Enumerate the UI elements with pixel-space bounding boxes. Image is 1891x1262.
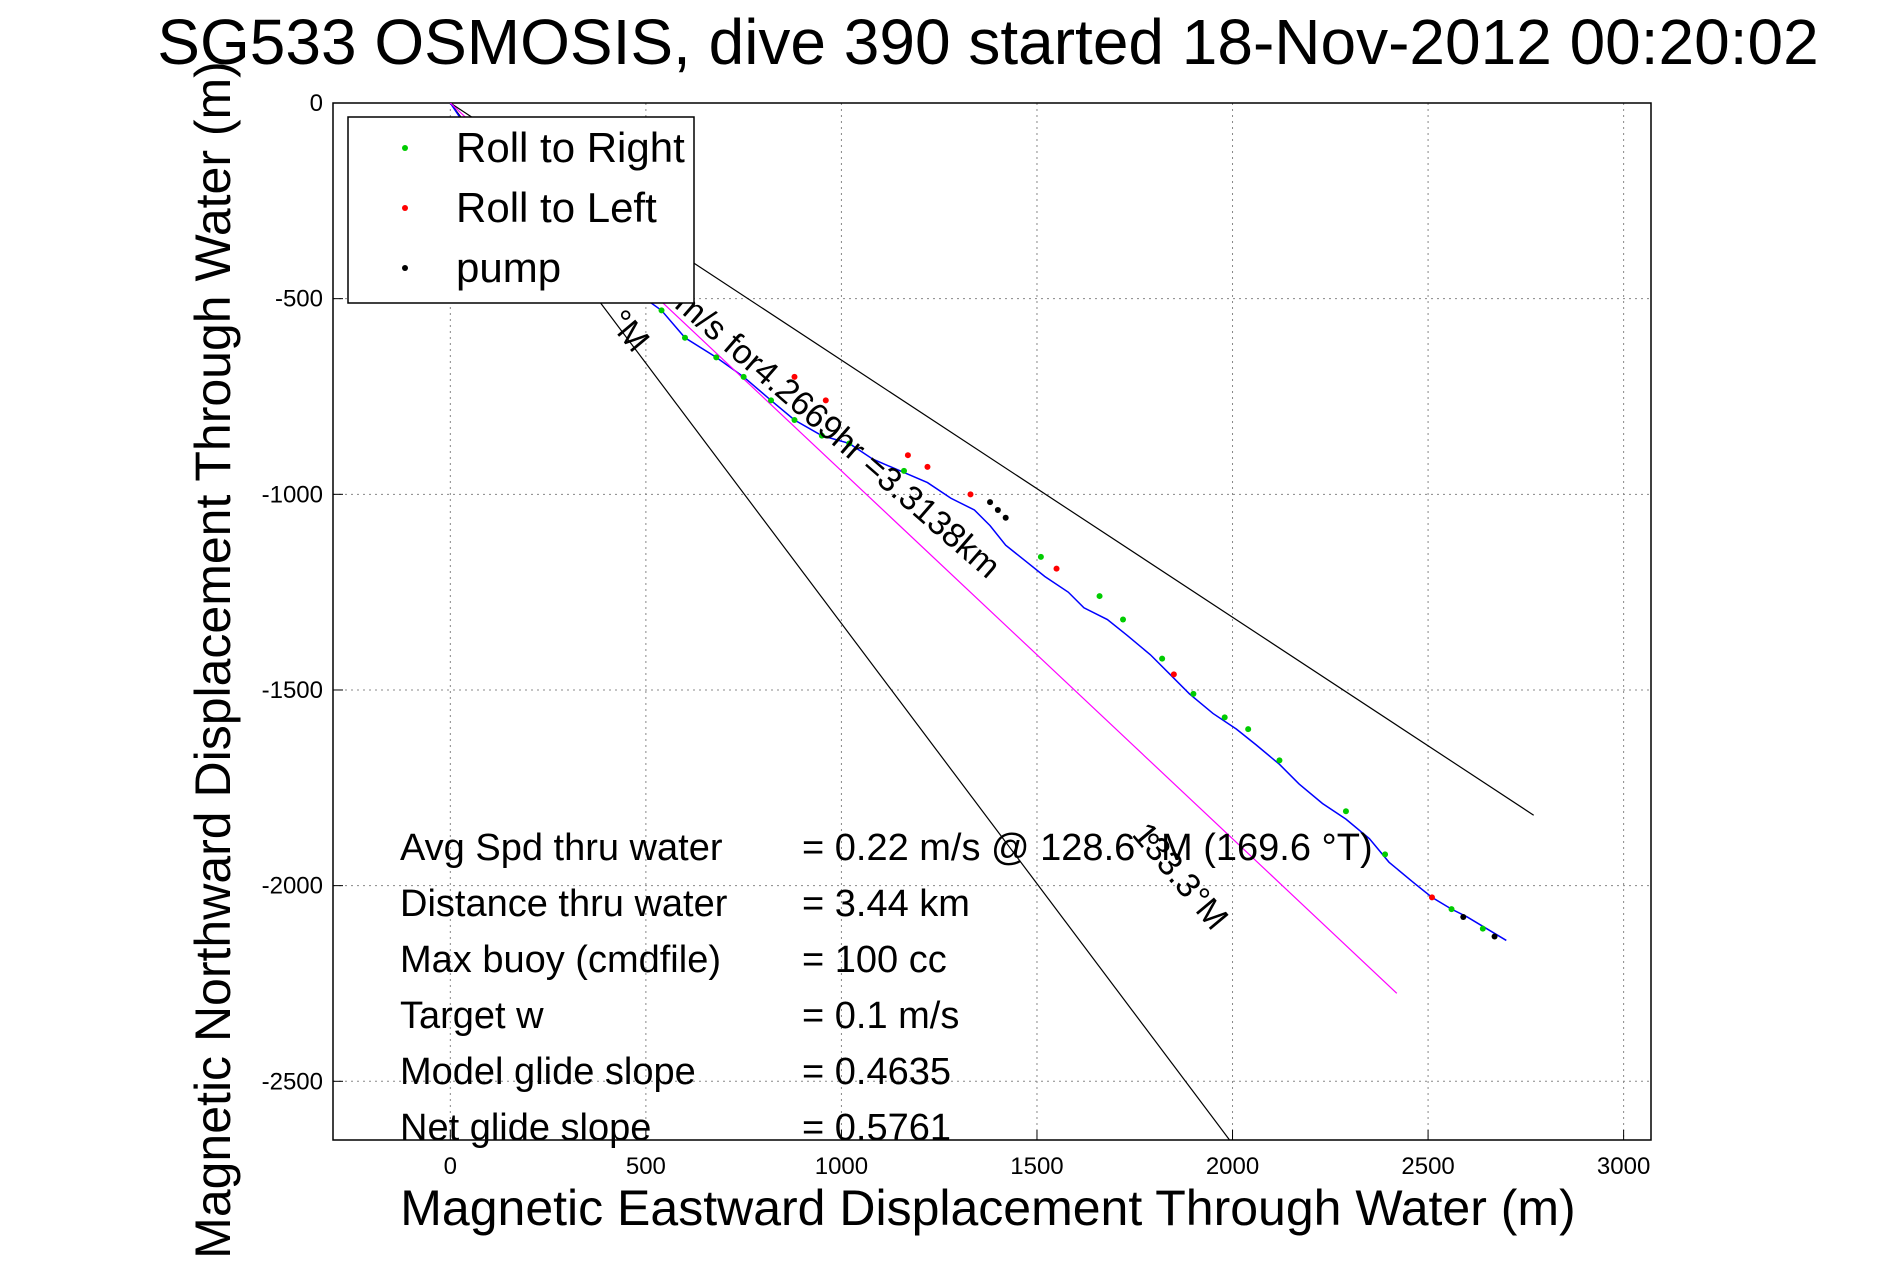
roll-to-right-point	[1037, 553, 1044, 560]
roll-to-left-point	[904, 452, 911, 459]
roll-to-right-point	[901, 467, 908, 474]
roll-to-right-point	[681, 334, 688, 341]
stat-value: = 0.1 m/s	[802, 995, 959, 1037]
stat-value: = 0.5761	[802, 1107, 951, 1149]
legend-entries: Roll to Right Roll to Left pump	[402, 124, 685, 291]
roll-to-right-point	[1096, 593, 1103, 600]
x-axis-label: Magnetic Eastward Displacement Through W…	[400, 1180, 1575, 1236]
stat-label: Target w	[400, 995, 544, 1037]
roll-to-left-point	[924, 463, 931, 470]
stat-label: Max buoy (cmdfile)	[400, 939, 721, 981]
roll-to-right-point	[1159, 655, 1166, 662]
roll-to-left-point	[967, 491, 974, 498]
y-tick-label: -500	[275, 286, 323, 313]
roll-to-right-point	[818, 432, 825, 439]
roll-to-right-point	[1276, 757, 1283, 764]
x-tick-label: 500	[626, 1153, 666, 1180]
x-tick-label: 1000	[815, 1153, 868, 1180]
stats-block: Avg Spd thru water = 0.22 m/s @ 128.6 °M …	[400, 827, 1373, 1149]
stat-label: Distance thru water	[400, 883, 728, 925]
x-tick-label: 3000	[1597, 1153, 1650, 1180]
legend-marker	[402, 145, 408, 151]
y-tick-label: -1000	[262, 481, 323, 508]
x-tick-label: 0	[444, 1153, 457, 1180]
roll-to-right-point	[740, 373, 747, 380]
stat-value: = 100 cc	[802, 939, 947, 981]
y-tick-label: -1500	[262, 677, 323, 704]
roll-to-right-point	[1245, 726, 1252, 733]
roll-to-right-point	[658, 307, 665, 314]
stat-value: = 3.44 km	[802, 883, 970, 925]
roll-to-right-point	[1448, 906, 1455, 913]
stat-value: = 0.4635	[802, 1051, 951, 1093]
x-tick-label: 1500	[1010, 1153, 1063, 1180]
roll-to-left-point	[1053, 565, 1060, 572]
legend-label: Roll to Left	[456, 184, 657, 231]
roll-to-right-point	[768, 397, 775, 404]
speed-annotation: m/s for4.2669hr =3.3138km	[668, 284, 1007, 586]
pump-point	[994, 506, 1001, 513]
y-axis-label: Magnetic Northward Displacement Through …	[185, 61, 241, 1259]
roll-to-left-point	[1170, 671, 1177, 678]
stat-label: Model glide slope	[400, 1051, 696, 1093]
roll-to-right-point	[1221, 714, 1228, 721]
roll-to-right-point	[1120, 616, 1127, 623]
chart-title: SG533 OSMOSIS, dive 390 started 18-Nov-2…	[157, 6, 1818, 78]
legend: Roll to Right Roll to Left pump	[347, 116, 695, 304]
y-tick-label: -2000	[262, 873, 323, 900]
pump-point	[1460, 913, 1467, 920]
plot-frame	[332, 102, 1652, 1141]
roll-to-right-point	[1342, 808, 1349, 815]
y-tick-label: -2500	[262, 1068, 323, 1095]
legend-label: pump	[456, 244, 561, 291]
roll-to-right-point	[1382, 851, 1389, 858]
roll-to-left-point	[791, 373, 798, 380]
roll-to-right-point	[791, 416, 798, 423]
legend-marker	[402, 205, 408, 211]
roll-to-left-point	[1428, 894, 1435, 901]
stat-label: Net glide slope	[400, 1107, 651, 1149]
legend-marker	[402, 265, 408, 271]
y-tick-labels: 0 -500 -1000 -1500 -2000 -2500	[262, 90, 323, 1095]
stat-value: = 0.22 m/s @ 128.6 °M (169.6 °T)	[802, 827, 1373, 869]
pump-point	[1491, 933, 1498, 940]
legend-label: Roll to Right	[456, 124, 685, 171]
roll-to-right-point	[846, 440, 853, 447]
x-tick-label: 2000	[1206, 1153, 1259, 1180]
roll-to-right-point	[1190, 690, 1197, 697]
roll-to-left-point	[822, 397, 829, 404]
stat-label: Avg Spd thru water	[400, 827, 723, 869]
roll-to-right-point	[1479, 925, 1486, 932]
x-tick-labels: 0 500 1000 1500 2000 2500 3000	[444, 1153, 1651, 1180]
heading-annotation-1: °M	[601, 303, 657, 360]
track-line	[449, 103, 1507, 942]
pump-point	[1002, 514, 1009, 521]
y-tick-label: 0	[310, 90, 323, 117]
x-tick-label: 2500	[1401, 1153, 1454, 1180]
pump-point	[987, 499, 994, 506]
roll-to-right-point	[713, 354, 720, 361]
